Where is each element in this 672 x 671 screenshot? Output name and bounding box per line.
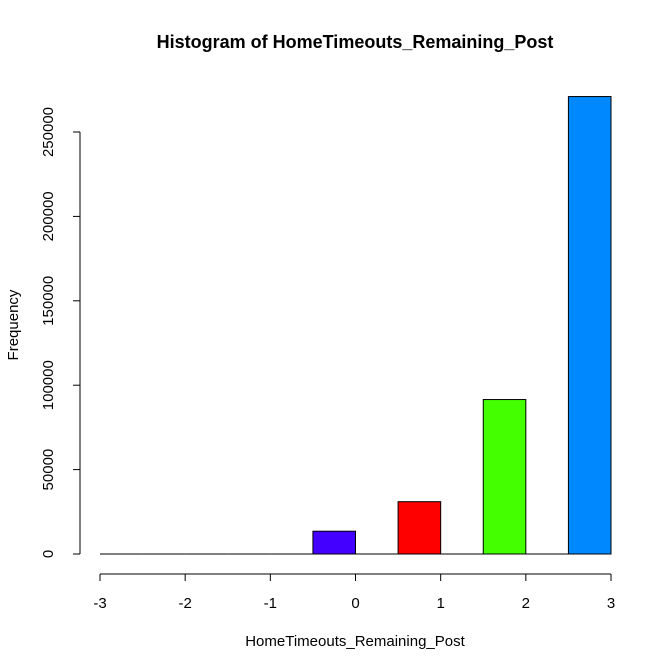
x-tick-label: 1 — [436, 595, 444, 612]
chart-title: Histogram of HomeTimeouts_Remaining_Post — [157, 32, 554, 52]
y-tick-label: 100000 — [40, 360, 57, 410]
y-axis-label: Frequency — [5, 289, 22, 360]
y-tick-label: 250000 — [40, 107, 57, 157]
histogram-bar-11 — [567, 96, 612, 555]
x-tick-label: 2 — [522, 595, 530, 612]
x-tick-label: -3 — [93, 595, 106, 612]
y-tick-label: 150000 — [40, 276, 57, 326]
x-tick-label: 0 — [351, 595, 359, 612]
histogram-bar-9 — [482, 399, 527, 555]
histogram-bar-7 — [397, 501, 442, 555]
x-tick-label: -2 — [178, 595, 191, 612]
y-tick-label: 200000 — [40, 191, 57, 241]
x-axis: -3 -2 -1 0 1 2 3 — [93, 573, 615, 612]
x-tick-label: -1 — [264, 595, 277, 612]
x-axis-label: HomeTimeouts_Remaining_Post — [245, 633, 465, 650]
y-axis: 0 50000 100000 150000 200000 250000 — [40, 107, 81, 558]
x-tick-label: 3 — [607, 595, 615, 612]
bars-group — [100, 96, 612, 555]
histogram-bar-5 — [312, 530, 356, 555]
y-tick-label: 0 — [40, 550, 57, 558]
y-tick-label: 50000 — [40, 449, 57, 491]
